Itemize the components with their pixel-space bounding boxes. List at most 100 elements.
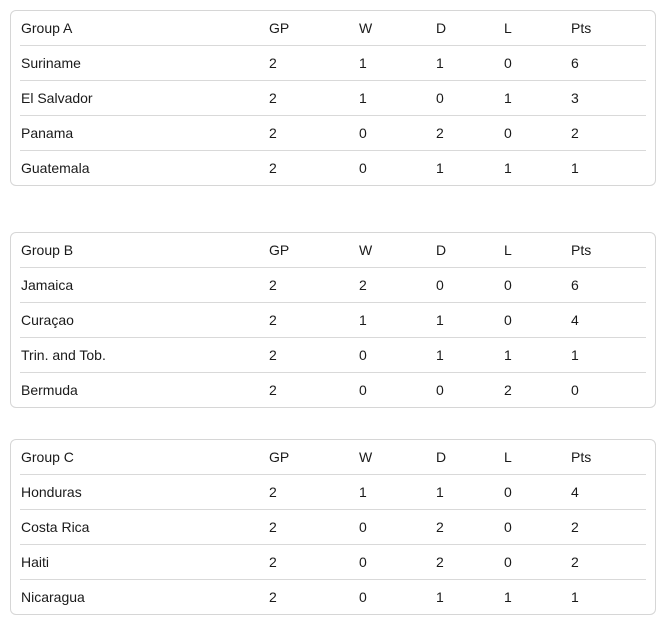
stat-cell: 2: [269, 90, 277, 106]
stat-cell: 1: [359, 55, 367, 71]
group-name: Group A: [21, 20, 73, 36]
stat-cell: 0: [359, 519, 367, 535]
stat-cell: 0: [436, 90, 444, 106]
table-row: Trin. and Tob. 2 0 1 1 1: [20, 338, 646, 373]
stat-cell: 3: [571, 90, 579, 106]
stat-cell: 2: [269, 382, 277, 398]
stat-cell: GP: [269, 242, 290, 258]
stat-cell: D: [436, 449, 447, 465]
stat-cell: 1: [504, 347, 512, 363]
stat-cell: 0: [359, 554, 367, 570]
stat-cell: 4: [571, 312, 579, 328]
stat-cell: W: [359, 242, 373, 258]
stat-cell: 2: [269, 554, 277, 570]
stat-cell: 0: [504, 125, 512, 141]
stat-cell: 1: [504, 90, 512, 106]
table-row: Panama 2 0 2 0 2: [20, 116, 646, 151]
stat-cell: 1: [571, 589, 579, 605]
table-row: Suriname 2 1 1 0 6: [20, 46, 646, 81]
stat-cell: 2: [269, 312, 277, 328]
stat-cell: L: [504, 242, 512, 258]
team-name: Costa Rica: [21, 519, 90, 535]
stat-cell: 6: [571, 277, 579, 293]
stat-cell: W: [359, 449, 373, 465]
stat-cell: 2: [269, 55, 277, 71]
stat-cell: 0: [359, 382, 367, 398]
team-name: Panama: [21, 125, 74, 141]
stat-cell: L: [504, 20, 512, 36]
stat-cell: 0: [504, 55, 512, 71]
stat-cell: 2: [436, 125, 444, 141]
stat-cell: 1: [504, 160, 512, 176]
table-row: Guatemala 2 0 1 1 1: [20, 151, 646, 185]
stat-cell: 0: [504, 519, 512, 535]
stat-cell: 1: [436, 312, 444, 328]
stat-cell: 0: [571, 382, 579, 398]
stat-cell: 1: [436, 347, 444, 363]
stat-cell: 2: [436, 519, 444, 535]
team-name: Guatemala: [21, 160, 90, 176]
stat-cell: 1: [504, 589, 512, 605]
stat-cell: D: [436, 20, 447, 36]
table-row: Haiti 2 0 2 0 2: [20, 545, 646, 580]
group-table: Group B GP W D L Pts Jamaica 2 2 0 0 6 Curaçao 2 1 1 0 4 T…: [10, 232, 656, 408]
stat-cell: 2: [504, 382, 512, 398]
stat-cell: 2: [269, 160, 277, 176]
header-row: Group B GP W D L Pts: [20, 233, 646, 268]
table-row: Honduras 2 1 1 0 4: [20, 475, 646, 510]
stat-cell: 2: [269, 125, 277, 141]
stat-cell: W: [359, 20, 373, 36]
stat-cell: D: [436, 242, 447, 258]
stat-cell: 0: [504, 484, 512, 500]
stat-cell: GP: [269, 20, 290, 36]
header-row: Group C GP W D L Pts: [20, 440, 646, 475]
team-name: Suriname: [21, 55, 81, 71]
team-name: Haiti: [21, 554, 50, 570]
team-name: El Salvador: [21, 90, 93, 106]
team-name: Nicaragua: [21, 589, 85, 605]
stat-cell: 1: [436, 160, 444, 176]
stat-cell: Pts: [571, 449, 592, 465]
table-row: El Salvador 2 1 0 1 3: [20, 81, 646, 116]
stat-cell: 2: [359, 277, 367, 293]
stat-cell: L: [504, 449, 512, 465]
stat-cell: 1: [359, 484, 367, 500]
team-name: Jamaica: [21, 277, 74, 293]
stat-cell: 2: [269, 589, 277, 605]
stat-cell: 0: [504, 554, 512, 570]
stat-cell: 2: [269, 277, 277, 293]
stat-cell: 0: [359, 125, 367, 141]
table-row: Costa Rica 2 0 2 0 2: [20, 510, 646, 545]
stat-cell: 2: [436, 554, 444, 570]
stat-cell: 1: [436, 484, 444, 500]
stat-cell: 1: [436, 55, 444, 71]
table-row: Jamaica 2 2 0 0 6: [20, 268, 646, 303]
stat-cell: 2: [571, 125, 579, 141]
header-row: Group A GP W D L Pts: [20, 11, 646, 46]
stat-cell: 0: [359, 160, 367, 176]
stat-cell: 2: [269, 347, 277, 363]
stat-cell: 2: [571, 519, 579, 535]
stat-cell: 1: [436, 589, 444, 605]
stat-cell: Pts: [571, 242, 592, 258]
stat-cell: 0: [359, 347, 367, 363]
stat-cell: 2: [269, 484, 277, 500]
group-table: Group C GP W D L Pts Honduras 2 1 1 0 4 Costa Rica 2 0…: [10, 439, 656, 615]
table-row: Bermuda 2 0 0 2 0: [20, 373, 646, 407]
team-name: Bermuda: [21, 382, 78, 398]
group-name: Group B: [21, 242, 74, 258]
team-name: Honduras: [21, 484, 82, 500]
stat-cell: 1: [359, 90, 367, 106]
group-name: Group C: [21, 449, 74, 465]
team-name: Trin. and Tob.: [21, 347, 106, 363]
team-name: Curaçao: [21, 312, 74, 328]
stat-cell: 0: [436, 382, 444, 398]
table-row: Curaçao 2 1 1 0 4: [20, 303, 646, 338]
stat-cell: 2: [571, 554, 579, 570]
stat-cell: GP: [269, 449, 290, 465]
stat-cell: 1: [359, 312, 367, 328]
stat-cell: 0: [504, 277, 512, 293]
stat-cell: 0: [436, 277, 444, 293]
stat-cell: Pts: [571, 20, 592, 36]
group-table: Group A GP W D L Pts Suriname 2 1 1 0 6 El Salvador 2…: [10, 10, 656, 186]
